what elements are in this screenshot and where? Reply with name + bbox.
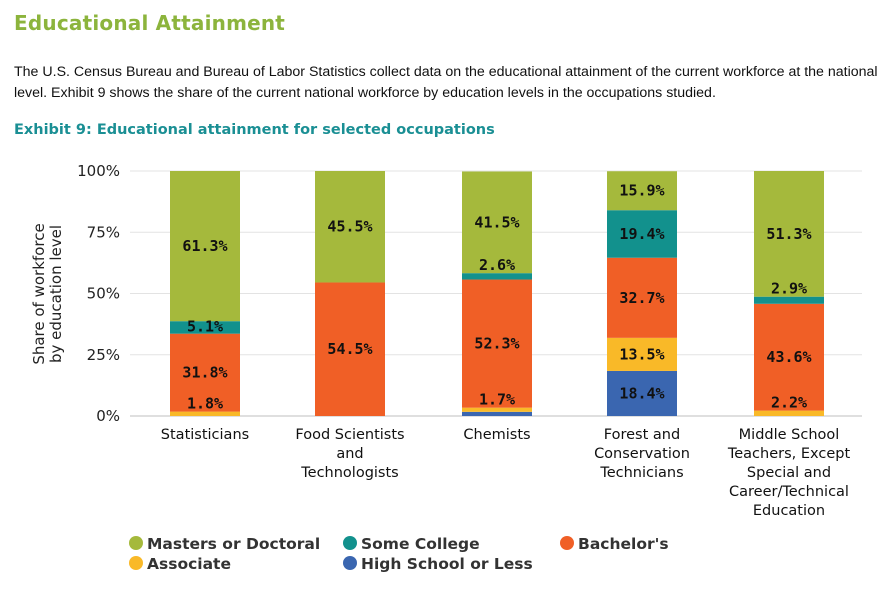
legend-marker [560,536,574,550]
y-tick-label: 0% [96,407,120,425]
bar-segment [462,171,532,274]
bar-segment [462,273,532,280]
y-tick-label: 50% [87,285,120,303]
bar-segment [462,411,532,416]
legend-label: Some College [361,535,480,553]
bar-segment [754,296,824,304]
data-label: 2.9% [771,280,807,298]
data-label: 1.7% [479,391,515,409]
legend-label: Associate [147,555,231,573]
category-label: Statisticians [161,427,249,443]
legend-marker [343,556,357,570]
bar-segment [607,171,677,211]
category-label: Forest and Conservation Technicians [594,427,690,481]
bar-segment [754,410,824,416]
data-label: 41.5% [474,213,519,231]
bar-segment [607,257,677,338]
legend-label: Masters or Doctoral [147,535,320,553]
bar-segment [607,210,677,258]
bar-segment [462,407,532,412]
data-label: 32.7% [619,289,664,307]
y-axis-label: Share of workforceby education level [30,223,65,364]
exhibit-title: Exhibit 9: Educational attainment for se… [14,122,495,138]
data-label: 61.3% [182,237,227,255]
data-label: 15.9% [619,182,664,200]
legend-marker [129,556,143,570]
data-label: 5.1% [187,317,223,335]
bar-segment [170,411,240,416]
bar-segment [607,370,677,416]
intro-paragraph: The U.S. Census Bureau and Bureau of Lab… [14,64,878,101]
bar-segment [170,333,240,412]
category-label: Middle School Teachers, Except Special and… [727,427,851,519]
y-tick-label: 25% [87,346,120,364]
bar-segment [607,337,677,371]
bar-segment [315,171,385,283]
data-label: 31.8% [182,364,227,382]
bar-segment [462,279,532,408]
legend-marker [129,536,143,550]
data-label: 2.6% [479,256,515,274]
data-label: 52.3% [474,335,519,353]
legend-label: Bachelor's [578,535,669,553]
y-tick-label: 75% [87,223,120,241]
data-label: 1.8% [187,395,223,413]
bar-segment [170,321,240,334]
data-label: 19.4% [619,225,664,243]
data-label: 2.2% [771,394,807,412]
section-title: Educational Attainment [14,11,286,35]
y-tick-label: 100% [77,162,120,180]
category-label: Chemists [463,427,530,443]
bar-segment [754,171,824,297]
data-label: 43.6% [766,348,811,366]
bar-segment [170,171,240,322]
bar-segment [754,303,824,411]
category-label: Food Scientists and Technologists [295,427,404,481]
legend-label: High School or Less [361,555,533,573]
data-label: 13.5% [619,345,664,363]
bar-segment [315,282,385,416]
data-label: 45.5% [327,218,372,236]
data-label: 18.4% [619,384,664,402]
legend-marker [343,536,357,550]
data-label: 54.5% [327,340,372,358]
data-label: 51.3% [766,225,811,243]
